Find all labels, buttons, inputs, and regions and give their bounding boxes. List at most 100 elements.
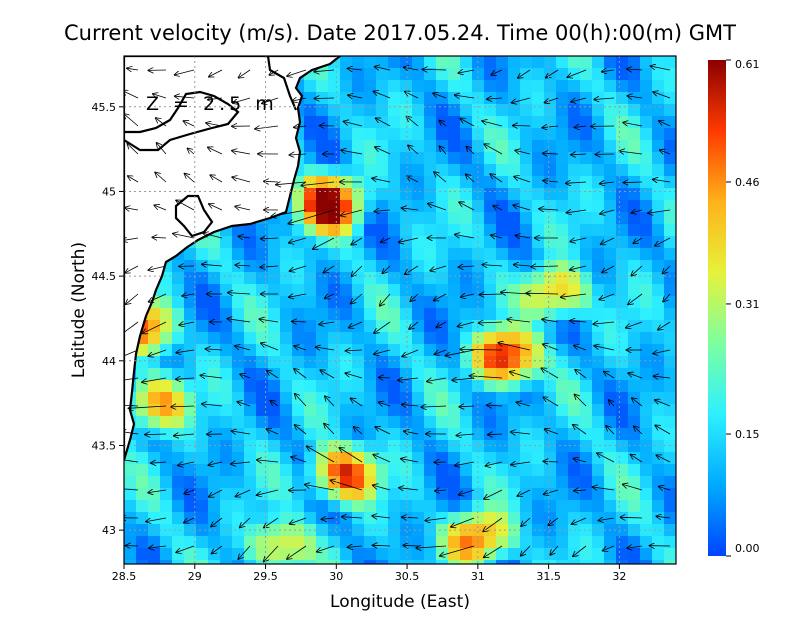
speed-cell [652, 212, 665, 225]
y-tick-label: 43.5 [92, 439, 117, 452]
velocity-arrow [434, 172, 447, 183]
velocity-arrow [174, 434, 195, 436]
velocity-arrow [176, 350, 195, 353]
speed-cell [652, 548, 665, 561]
speed-cell [256, 380, 269, 393]
speed-cell [400, 548, 413, 561]
speed-cell [484, 80, 497, 93]
speed-cell [292, 236, 305, 249]
speed-cell [544, 416, 557, 429]
speed-cell [400, 560, 413, 564]
speed-cell [640, 380, 653, 393]
speed-cell [568, 164, 581, 177]
speed-cell [568, 428, 581, 441]
speed-cell [568, 500, 581, 513]
velocity-arrow [345, 373, 363, 379]
velocity-arrow [124, 377, 139, 381]
speed-cell [364, 452, 377, 465]
speed-cell [592, 488, 605, 501]
velocity-arrow [484, 489, 503, 499]
speed-cell [664, 536, 676, 549]
speed-cell [448, 368, 461, 381]
speed-cell [580, 368, 593, 381]
speed-cell [220, 308, 233, 321]
speed-cell [448, 92, 461, 105]
speed-cell [616, 488, 629, 501]
speed-cell [220, 512, 233, 525]
speed-cell [400, 116, 413, 129]
speed-cell [268, 488, 281, 501]
velocity-arrow [623, 123, 643, 127]
speed-cell [520, 428, 533, 441]
speed-cell [292, 416, 305, 429]
velocity-arrow [128, 176, 139, 183]
speed-cell [604, 560, 617, 564]
speed-cell [568, 356, 581, 369]
velocity-arrow [340, 448, 363, 463]
speed-cell [424, 344, 437, 357]
speed-cell [652, 416, 665, 429]
speed-cell [388, 308, 401, 321]
speed-cell [280, 416, 293, 429]
speed-cell [412, 272, 425, 285]
speed-cell [628, 392, 641, 405]
speed-cell [376, 404, 389, 417]
speed-cell [616, 440, 629, 453]
speed-cell [508, 212, 521, 225]
speed-cell [580, 260, 593, 273]
speed-cell [364, 296, 377, 309]
speed-cell [328, 200, 341, 213]
speed-cell [616, 356, 629, 369]
coastline-bay [174, 194, 214, 238]
velocity-arrow [264, 517, 279, 528]
speed-cell [568, 380, 581, 393]
velocity-arrow [289, 209, 335, 224]
speed-cell [652, 152, 665, 165]
speed-cell [388, 140, 401, 153]
speed-cell [160, 392, 173, 405]
speed-cell [244, 272, 257, 285]
velocity-arrow [261, 238, 279, 239]
speed-cell [436, 68, 449, 81]
velocity-arrow [624, 182, 643, 183]
velocity-arrow [354, 427, 363, 435]
speed-cell [268, 500, 281, 513]
velocity-arrow [324, 424, 335, 435]
speed-cell [304, 320, 317, 333]
speed-cell [316, 140, 329, 153]
speed-cell [328, 272, 341, 285]
speed-cell [664, 320, 676, 333]
velocity-arrow [399, 488, 419, 490]
speed-cell [520, 92, 533, 105]
speed-cell [568, 296, 581, 309]
velocity-arrow [125, 208, 139, 210]
speed-cell [664, 260, 676, 273]
speed-cell [664, 152, 676, 165]
speed-cell [412, 380, 425, 393]
speed-cell [496, 128, 509, 141]
velocity-arrow [404, 67, 419, 70]
speed-cell [268, 440, 281, 453]
speed-cell [532, 248, 545, 261]
speed-cell [508, 188, 521, 201]
speed-cell [244, 536, 257, 549]
speed-cell [448, 296, 461, 309]
speed-cell [304, 284, 317, 297]
velocity-arrow [597, 453, 615, 463]
colorbar-tick-label: 0.15 [735, 428, 760, 441]
speed-cell [460, 320, 473, 333]
velocity-arrow [238, 402, 251, 407]
speed-cell [220, 344, 233, 357]
speed-cell [304, 488, 317, 501]
speed-cell [664, 104, 676, 117]
speed-cell [220, 272, 233, 285]
speed-cell [148, 392, 161, 405]
speed-cell [364, 464, 377, 477]
speed-cell [352, 320, 365, 333]
velocity-arrow [550, 545, 559, 555]
speed-cell [604, 488, 617, 501]
speed-cell [664, 368, 676, 381]
speed-cell [232, 260, 245, 273]
speed-cell [508, 560, 521, 564]
speed-cell [568, 560, 581, 564]
